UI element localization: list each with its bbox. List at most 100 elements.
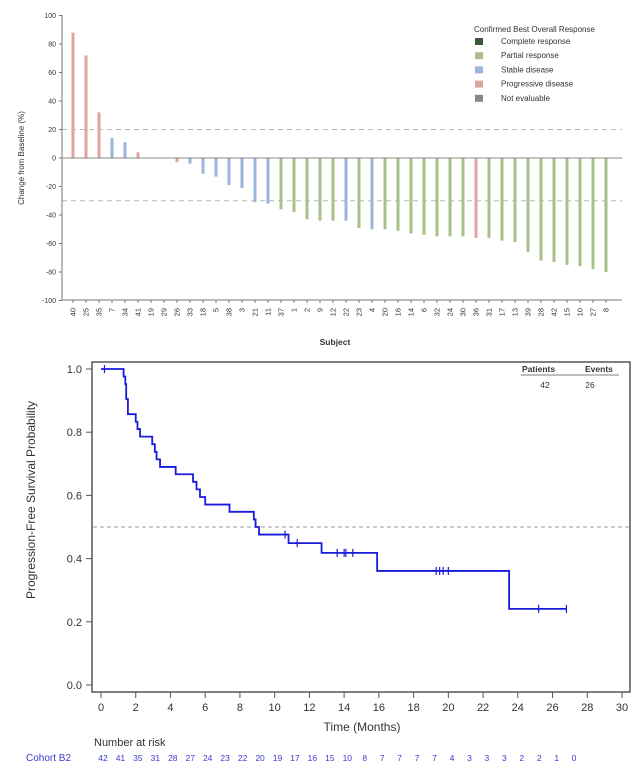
legend-label-cr: Complete response — [501, 37, 571, 46]
risk-count: 28 — [168, 753, 178, 763]
x-tick-label: 22 — [342, 308, 351, 316]
bar-subject-38 — [227, 158, 231, 186]
km-x-tick-label: 26 — [546, 702, 558, 714]
bar-subject-35 — [97, 112, 101, 158]
x-tick-label: 30 — [459, 308, 468, 316]
km-x-tick-label: 8 — [237, 702, 243, 714]
km-x-tick-label: 22 — [477, 702, 489, 714]
x-tick-label: 34 — [121, 308, 130, 316]
bar-subject-24 — [448, 158, 452, 237]
bar-subject-13 — [513, 158, 517, 243]
bar-subject-16 — [396, 158, 400, 231]
y-tick-label: 20 — [48, 127, 56, 134]
bar-subject-8 — [604, 158, 608, 272]
km-x-tick-label: 24 — [512, 702, 524, 714]
km-x-tick-label: 12 — [303, 702, 315, 714]
x-tick-label: 35 — [95, 308, 104, 316]
risk-count: 35 — [133, 753, 143, 763]
km-x-tick-label: 30 — [616, 702, 628, 714]
bar-subject-27 — [591, 158, 595, 270]
y-tick-label: -80 — [46, 270, 56, 277]
km-x-tick-label: 18 — [407, 702, 419, 714]
x-tick-label: 26 — [173, 308, 182, 316]
x-tick-label: 15 — [563, 308, 572, 316]
risk-count: 3 — [467, 753, 472, 763]
risk-count: 22 — [238, 753, 248, 763]
risk-count: 24 — [203, 753, 213, 763]
bar-subject-23 — [357, 158, 361, 228]
km-y-tick-label: 0.8 — [67, 427, 82, 439]
x-tick-label: 2 — [303, 308, 312, 312]
risk-count: 2 — [537, 753, 542, 763]
risk-count: 7 — [397, 753, 402, 763]
x-tick-label: 4 — [368, 308, 377, 312]
x-tick-label: 38 — [225, 308, 234, 316]
km-x-axis-label: Time (Months) — [324, 720, 401, 734]
risk-count: 19 — [273, 753, 283, 763]
bar-subject-6 — [422, 158, 426, 235]
risk-count: 7 — [380, 753, 385, 763]
bar-subject-34 — [123, 142, 127, 158]
x-tick-label: 19 — [147, 308, 156, 316]
legend-swatch-pd — [475, 80, 483, 88]
bar-subject-33 — [188, 158, 192, 164]
bar-subject-28 — [539, 158, 543, 261]
km-chart: 0.00.20.40.60.81.00 2 4 6 8 10 12 14 16 18 20 22 24 2… — [24, 361, 631, 764]
risk-count: 3 — [502, 753, 507, 763]
y-tick-label: 100 — [44, 13, 56, 20]
km-x-tick-label: 16 — [373, 702, 385, 714]
bar-subject-42 — [552, 158, 556, 263]
x-tick-label: 41 — [134, 308, 143, 316]
y-tick-label: 40 — [48, 99, 56, 106]
km-x-tick-label: 10 — [269, 702, 281, 714]
x-tick-label: 27 — [589, 308, 598, 316]
km-x-tick-label: 0 — [98, 702, 104, 714]
risk-count: 8 — [362, 753, 367, 763]
bar-subject-41 — [136, 152, 140, 158]
x-tick-label: 33 — [186, 308, 195, 316]
x-tick-label: 14 — [407, 308, 416, 316]
risk-count: 4 — [450, 753, 455, 763]
y-tick-label: 0 — [52, 156, 56, 163]
risk-count: 0 — [572, 753, 577, 763]
legend-swatch-sd — [475, 66, 483, 74]
km-x-tick-label: 20 — [442, 702, 454, 714]
km-x-tick-label: 14 — [338, 702, 350, 714]
bar-subject-20 — [383, 158, 387, 230]
x-tick-label: 37 — [277, 308, 286, 316]
y-tick-label: 60 — [48, 70, 56, 77]
x-tick-label: 1 — [290, 308, 299, 312]
summary-header-patients: Patients — [522, 364, 555, 374]
km-x-tick-label: 28 — [581, 702, 593, 714]
bar-subject-2 — [305, 158, 309, 220]
x-tick-label: 24 — [446, 308, 455, 316]
bar-subject-39 — [526, 158, 530, 253]
legend-swatch-ne — [475, 94, 483, 102]
risk-count: 10 — [343, 753, 353, 763]
bar-subject-11 — [266, 158, 270, 204]
legend-title: Confirmed Best Overall Response — [474, 25, 595, 34]
km-y-tick-label: 0.0 — [67, 680, 82, 692]
km-x-tick-label: 4 — [167, 702, 173, 714]
risk-count: 27 — [186, 753, 196, 763]
risk-count: 41 — [116, 753, 126, 763]
km-y-tick-label: 0.4 — [67, 554, 82, 566]
risk-count: 7 — [432, 753, 437, 763]
bar-subject-32 — [435, 158, 439, 237]
risk-count: 1 — [554, 753, 559, 763]
x-tick-label: 17 — [498, 308, 507, 316]
risk-count: 2 — [519, 753, 524, 763]
waterfall-legend: Confirmed Best Overall Response Complete… — [474, 25, 595, 103]
risk-count: 20 — [255, 753, 265, 763]
x-tick-label: 8 — [602, 308, 611, 312]
risk-count: 23 — [220, 753, 230, 763]
bar-subject-30 — [461, 158, 465, 237]
km-plot-frame — [91, 361, 631, 693]
risk-count: 16 — [308, 753, 318, 763]
y-tick-label: -100 — [42, 298, 56, 305]
bar-subject-15 — [565, 158, 569, 265]
legend-label-pd: Progressive disease — [501, 80, 574, 89]
bar-subject-18 — [201, 158, 205, 174]
